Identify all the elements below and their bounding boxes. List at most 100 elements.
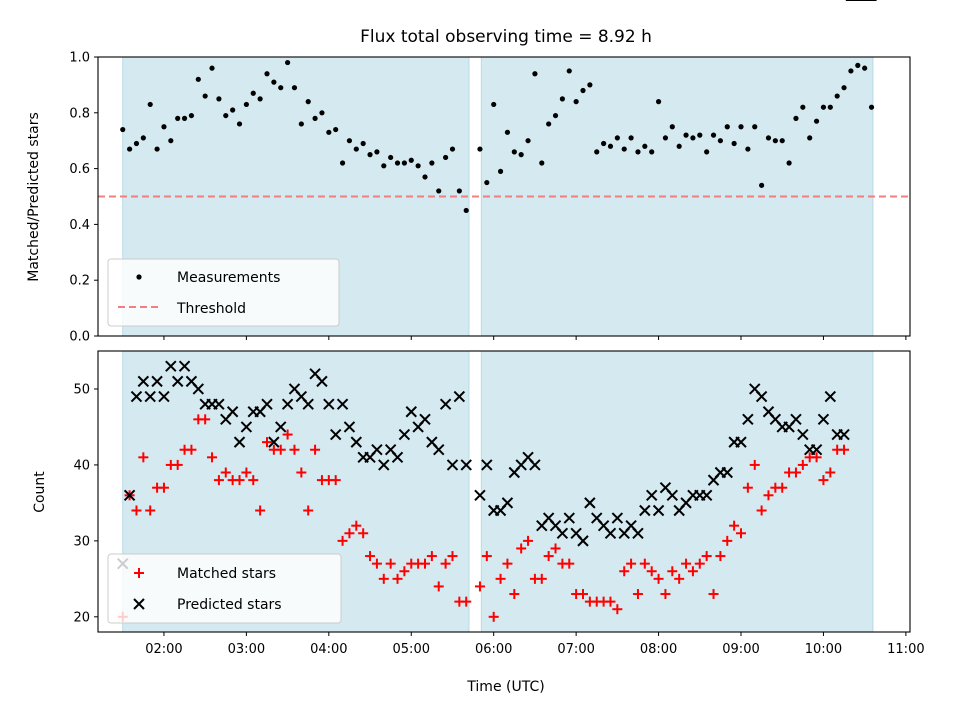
matched-star-point bbox=[639, 558, 650, 569]
predicted-star-point bbox=[378, 459, 390, 471]
predicted-star-point bbox=[474, 489, 486, 502]
matched-star-point bbox=[564, 558, 575, 569]
legend-threshold-label: Threshold bbox=[176, 301, 246, 317]
measurement-point bbox=[813, 118, 820, 124]
measurement-point bbox=[690, 135, 696, 141]
matched-star-point bbox=[255, 505, 266, 516]
matched-star-point bbox=[461, 596, 472, 607]
measurement-point bbox=[436, 188, 442, 194]
measurement-point bbox=[601, 140, 607, 147]
measurement-point bbox=[291, 85, 298, 91]
measurement-point bbox=[587, 82, 593, 88]
matched-star-point bbox=[474, 581, 485, 592]
y-tick-label: 0.4 bbox=[69, 218, 90, 233]
predicted-star-point bbox=[323, 398, 335, 410]
measurement-point bbox=[360, 140, 366, 147]
x-tick-label: 05:00 bbox=[393, 642, 430, 657]
predicted-star-point bbox=[584, 497, 596, 509]
measurement-point bbox=[456, 188, 462, 194]
measurement-point bbox=[326, 129, 332, 135]
measurement-point bbox=[752, 124, 758, 130]
measurement-point bbox=[415, 163, 421, 169]
matched-star-point bbox=[502, 558, 513, 569]
plot-axes bbox=[97, 56, 911, 633]
measurement-point bbox=[140, 135, 146, 141]
matched-star-point bbox=[419, 558, 430, 569]
measurement-point bbox=[710, 132, 717, 138]
matched-star-point bbox=[811, 452, 822, 463]
measurement-point bbox=[120, 126, 126, 133]
observing-intervals bbox=[122, 56, 874, 633]
measurement-point bbox=[704, 149, 710, 155]
matched-star-point bbox=[653, 573, 664, 584]
measurement-point bbox=[394, 160, 401, 166]
measurement-point bbox=[848, 68, 854, 74]
matched-star-point bbox=[646, 566, 657, 577]
y-tick-label: 20 bbox=[73, 610, 90, 625]
matched-star-point bbox=[839, 444, 850, 455]
legend-matched-label: Matched stars bbox=[177, 566, 276, 582]
measurement-point bbox=[449, 146, 456, 152]
measurement-point bbox=[868, 104, 875, 110]
measurement-point bbox=[635, 149, 641, 155]
measurement-point bbox=[133, 140, 140, 147]
measurement-point bbox=[175, 115, 181, 121]
predicted-star-point bbox=[151, 375, 163, 388]
predicted-star-point bbox=[611, 512, 624, 524]
y-tick-label: 50 bbox=[73, 382, 90, 397]
y-tick-label: 0.0 bbox=[69, 330, 90, 345]
measurement-point bbox=[669, 124, 675, 130]
matched-star-point bbox=[632, 589, 643, 600]
measurement-point bbox=[607, 143, 614, 149]
matched-star-point bbox=[207, 452, 218, 463]
measurement-point bbox=[339, 160, 346, 166]
predicted-star-point bbox=[632, 527, 644, 539]
predicted-star-point bbox=[240, 421, 253, 433]
matched-star-point bbox=[674, 573, 685, 584]
matched-star-point bbox=[303, 505, 314, 516]
predicted-star-point bbox=[329, 428, 342, 441]
measurement-point bbox=[559, 96, 565, 102]
measurement-point bbox=[580, 87, 586, 94]
y-tick-label: 0.2 bbox=[69, 274, 90, 289]
matched-star-point bbox=[145, 505, 156, 516]
matched-star-point bbox=[172, 459, 183, 470]
matched-star-point bbox=[158, 482, 169, 493]
measurement-point bbox=[127, 146, 133, 152]
predicted-star-point bbox=[192, 383, 205, 395]
predicted-star-point bbox=[213, 398, 225, 410]
matched-star-point bbox=[715, 551, 726, 562]
measurement-point bbox=[724, 124, 730, 130]
plot-series bbox=[98, 0, 910, 622]
predicted-star-point bbox=[316, 375, 328, 388]
measurement-point bbox=[525, 138, 531, 144]
matched-star-point bbox=[282, 429, 293, 440]
measurement-point bbox=[573, 99, 579, 105]
legend-predicted-label: Predicted stars bbox=[177, 597, 282, 613]
measurement-point bbox=[786, 160, 792, 166]
matched-star-point bbox=[523, 535, 534, 546]
predicted-star-point bbox=[371, 444, 383, 456]
predicted-star-point bbox=[171, 375, 184, 388]
predicted-star-point bbox=[666, 489, 679, 502]
measurement-point bbox=[628, 135, 634, 141]
x-tick-label: 08:00 bbox=[640, 642, 677, 657]
matched-star-point bbox=[687, 566, 698, 577]
matched-star-point bbox=[234, 475, 245, 486]
predicted-star-point bbox=[652, 504, 665, 517]
predicted-star-point bbox=[343, 421, 356, 433]
axes-frame-counts bbox=[97, 350, 911, 633]
predicted-star-point bbox=[453, 390, 466, 403]
measurement-point bbox=[793, 115, 799, 121]
y-tick-label: 0.8 bbox=[69, 106, 90, 121]
measurement-point bbox=[154, 146, 160, 152]
matched-star-point bbox=[399, 566, 410, 577]
predicted-star-point bbox=[838, 428, 850, 441]
measurement-point bbox=[834, 93, 840, 99]
matched-star-point bbox=[729, 520, 740, 531]
matched-star-point bbox=[667, 566, 678, 577]
measurement-point bbox=[408, 157, 414, 163]
predicted-star-point bbox=[261, 398, 273, 410]
predicted-star-point bbox=[275, 421, 287, 433]
matched-star-point bbox=[131, 505, 142, 516]
